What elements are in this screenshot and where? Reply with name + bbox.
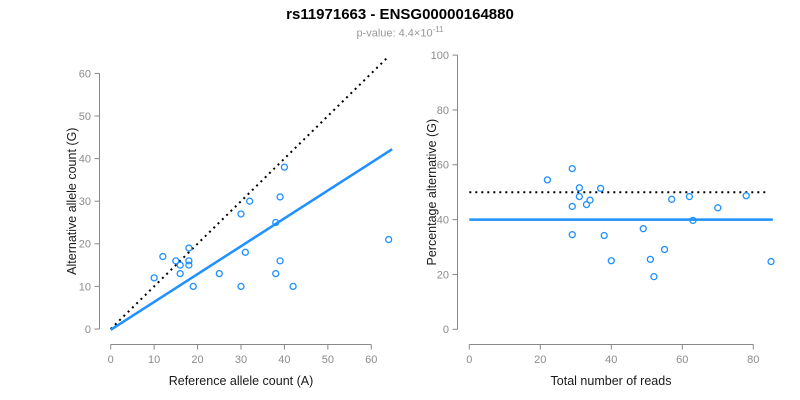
x-tick-label: 40 (605, 354, 617, 366)
x-tick-label: 0 (108, 354, 114, 366)
data-point (543, 176, 552, 184)
data-point (385, 235, 393, 244)
x-tick-label: 60 (365, 354, 377, 366)
data-point (246, 197, 254, 205)
data-point (575, 192, 583, 201)
data-point (272, 269, 280, 278)
data-point (237, 282, 245, 291)
data-point (159, 252, 167, 261)
x-tick-label: 20 (191, 354, 203, 366)
pvalue-subtitle: p-value: 4.4×10-11 (0, 25, 800, 40)
x-axis-title: Reference allele count (A) (169, 374, 314, 388)
regression-line (110, 148, 393, 331)
y-tick-label: 80 (437, 105, 449, 117)
data-point (597, 184, 605, 193)
y-tick-label: 10 (79, 281, 91, 293)
data-point (575, 184, 583, 192)
data-point (586, 196, 594, 204)
pvalue-exponent: -11 (432, 25, 444, 34)
data-point (241, 248, 249, 256)
data-point (600, 231, 608, 240)
data-point (689, 216, 697, 225)
x-tick-label: 60 (676, 354, 688, 366)
data-point (272, 218, 280, 227)
y-tick-label: 0 (443, 324, 449, 336)
allele-counts-scatter: 0 10 20 30 40 50 60 0 10 20 30 40 50 60 Reference alle… (65, 56, 393, 388)
y-tick-label: 60 (437, 160, 449, 172)
page-title: rs11971663 - ENSG00000164880 (286, 6, 514, 23)
data-point (568, 231, 576, 239)
data-point (289, 282, 297, 291)
data-point (660, 245, 669, 254)
data-point (714, 204, 722, 212)
data-point (767, 257, 775, 266)
y-tick-label: 40 (437, 214, 449, 226)
y-tick-label: 100 (431, 50, 449, 62)
y-axis-title: Alternative allele count (G) (65, 128, 79, 275)
y-tick-label: 30 (79, 196, 91, 208)
x-tick-label: 30 (235, 354, 247, 366)
y-tick-label: 40 (79, 153, 91, 165)
y-axis-title: Percentage alternative (G) (425, 119, 439, 266)
x-tick-label: 40 (278, 354, 290, 366)
data-point (150, 274, 158, 282)
y-tick-label: 20 (79, 239, 91, 251)
data-point (185, 257, 193, 265)
percentage-scatter: 0 20 40 60 80 100 0 20 40 60 80 Total number of rea… (425, 50, 775, 388)
data-point (582, 200, 591, 209)
data-point (639, 225, 647, 233)
data-point (172, 257, 180, 265)
x-tick-label: 80 (747, 354, 759, 366)
x-tick-label: 0 (466, 354, 472, 366)
data-point (650, 273, 658, 281)
data-point (568, 202, 576, 211)
data-point (176, 269, 184, 278)
data-point (215, 269, 223, 278)
x-tick-label: 10 (148, 354, 160, 366)
data-point (176, 261, 184, 269)
data-point (276, 193, 284, 201)
data-point (607, 257, 615, 265)
pvalue-text: p-value: 4.4×10 (356, 27, 433, 40)
data-point (189, 282, 197, 291)
data-point (668, 195, 676, 203)
x-axis-title: Total number of reads (551, 374, 672, 388)
data-point (185, 261, 193, 269)
y-tick-label: 50 (79, 111, 91, 123)
x-tick-label: 20 (534, 354, 546, 366)
data-point (237, 210, 245, 218)
y-tick-label: 20 (437, 269, 449, 281)
data-point (280, 163, 289, 171)
x-tick-label: 50 (322, 354, 334, 366)
data-point (646, 255, 654, 264)
y-tick-label: 60 (79, 68, 91, 80)
identity-line (109, 56, 389, 330)
data-point (742, 192, 750, 200)
data-point (568, 164, 576, 173)
data-point (185, 244, 193, 252)
data-point (276, 257, 284, 265)
data-point (685, 192, 694, 201)
y-tick-label: 0 (85, 324, 91, 336)
